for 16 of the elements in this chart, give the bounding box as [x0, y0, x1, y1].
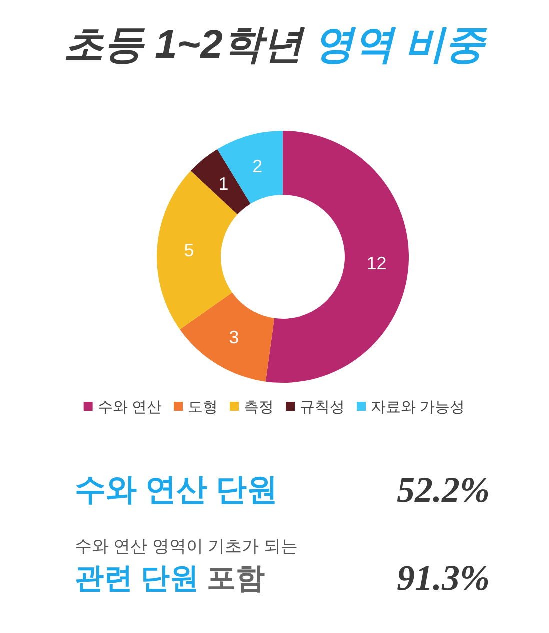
text: 관련 단원 포함	[75, 563, 266, 595]
data-label: 3	[229, 327, 240, 348]
legend-label: 수와 연산	[98, 399, 162, 416]
legend-label: 규칙성	[300, 399, 345, 416]
text: 52.2%	[397, 470, 490, 510]
data-label: 12	[366, 253, 387, 274]
legend-label: 측정	[244, 399, 274, 416]
data-label: 2	[252, 156, 263, 176]
data-label: 5	[184, 240, 194, 261]
text: 수와 연산 영역이 기초가 되는	[75, 537, 298, 556]
text: 수와 연산 단원	[75, 472, 278, 507]
chart-title: 초등 1~2학년 영역 비중	[64, 23, 488, 67]
data-label: 1	[218, 174, 229, 194]
legend-label: 도형	[188, 399, 218, 416]
text: 91.3%	[397, 558, 490, 598]
legend-label: 자료와 가능성	[371, 399, 466, 416]
